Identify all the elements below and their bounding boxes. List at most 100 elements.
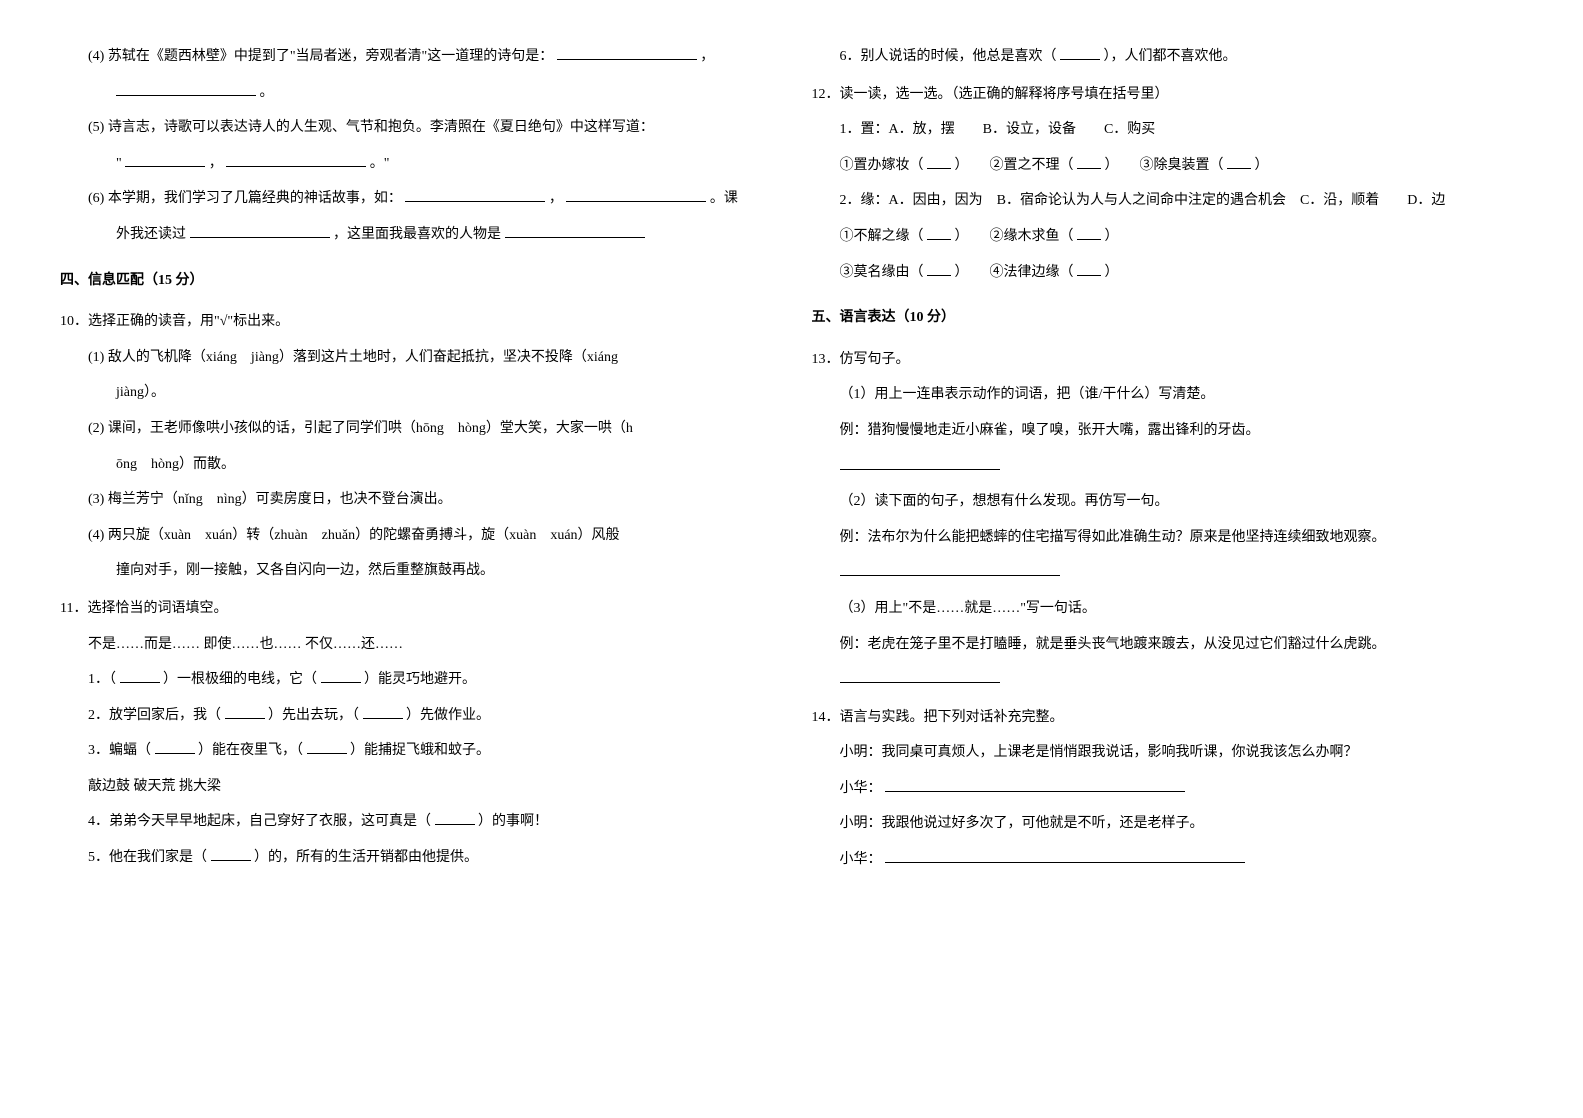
q12-2: 2．缘：A．因由，因为 B．宿命论认为人与人之间命中注定的遇合机会 C．沿，顺着… xyxy=(812,184,1524,218)
q11-5b: ）的，所有的生活开销都由他提供。 xyxy=(254,850,478,865)
blank[interactable] xyxy=(566,188,706,202)
blank[interactable] xyxy=(927,155,951,169)
blank[interactable] xyxy=(116,82,256,96)
q10-1b: jiàng）。 xyxy=(60,376,772,410)
blank[interactable] xyxy=(190,224,330,238)
q14-title: 14．语言与实践。把下列对话补充完整。 xyxy=(812,701,1524,735)
q6-end: 。课 xyxy=(710,191,738,206)
blank[interactable] xyxy=(505,224,645,238)
q10-4a: (4) 两只旋（xuàn xuán）转（zhuàn zhuǎn）的陀螺奋勇搏斗，… xyxy=(60,519,772,553)
blank[interactable] xyxy=(155,740,195,754)
q4-line1: (4) 苏轼在《题西林壁》中提到了"当局者迷，旁观者清"这一道理的诗句是： ， xyxy=(60,40,772,74)
q11-2c: ）先做作业。 xyxy=(406,708,490,723)
blank[interactable] xyxy=(1077,262,1101,276)
q12-title: 12．读一读，选一选。（选正确的解释将序号填在括号里） xyxy=(812,78,1524,112)
q14-2-label: 小华： xyxy=(840,781,882,796)
q13-2: （2）读下面的句子，想想有什么发现。再仿写一句。 xyxy=(812,485,1524,519)
q11-title: 11．选择恰当的词语填空。 xyxy=(60,592,772,626)
blank[interactable] xyxy=(840,669,1000,683)
q10-3: (3) 梅兰芳宁（nǐng nìng）可卖房度日，也决不登台演出。 xyxy=(60,483,772,517)
q4-end: ， xyxy=(700,49,714,64)
q11-3b: ）能在夜里飞，（ xyxy=(198,743,303,758)
q12-2-2a: ③莫名缘由（ xyxy=(840,265,924,280)
blank[interactable] xyxy=(1077,155,1101,169)
q10-2b: ōng hòng）而散。 xyxy=(60,448,772,482)
q11-4: 4．弟弟今天早早地起床，自己穿好了衣服，这可真是（ ）的事啊！ xyxy=(60,805,772,839)
blank[interactable] xyxy=(120,669,160,683)
q13-1: （1）用上一连串表示动作的词语，把（谁/干什么）写清楚。 xyxy=(812,378,1524,412)
q13-1-blank xyxy=(812,450,1524,484)
q13-2-ex: 例：法布尔为什么能把蟋蟀的住宅描写得如此准确生动？原来是他坚持连续细致地观察。 xyxy=(812,521,1524,555)
section-4-title: 四、信息匹配（15 分） xyxy=(60,264,772,298)
q11-3: 3．蝙蝠（ ）能在夜里飞，（ ）能捕捉飞蛾和蚊子。 xyxy=(60,734,772,768)
q5-comma: ， xyxy=(209,156,223,171)
q4-text: (4) 苏轼在《题西林壁》中提到了"当局者迷，旁观者清"这一道理的诗句是： xyxy=(88,49,553,64)
q12-2-1b: ） ②缘木求鱼（ xyxy=(955,229,1074,244)
q11-2: 2．放学回家后，我（ ）先出去玩，（ ）先做作业。 xyxy=(60,699,772,733)
blank[interactable] xyxy=(885,849,1245,863)
q5-line2: " ， 。" xyxy=(60,147,772,181)
blank[interactable] xyxy=(307,740,347,754)
q6-line1: (6) 本学期，我们学习了几篇经典的神话故事，如： ， 。课 xyxy=(60,182,772,216)
q11-1: 1．（ ）一根极细的电线，它（ ）能灵巧地避开。 xyxy=(60,663,772,697)
q4-line2-end: 。 xyxy=(260,85,274,100)
blank[interactable] xyxy=(405,188,545,202)
q13-title: 13．仿写句子。 xyxy=(812,343,1524,377)
q10-1a: (1) 敌人的飞机降（xiáng jiàng）落到这片土地时，人们奋起抵抗，坚决… xyxy=(60,341,772,375)
blank[interactable] xyxy=(1227,155,1251,169)
q13-1-ex: 例：猎狗慢慢地走近小麻雀，嗅了嗅，张开大嘴，露出锋利的牙齿。 xyxy=(812,414,1524,448)
q6-line2-b: ，这里面我最喜欢的人物是 xyxy=(333,227,501,242)
q11-1c: ）能灵巧地避开。 xyxy=(364,672,476,687)
q12-2-1c: ） xyxy=(1105,229,1119,244)
q12-1b: ） ②置之不理（ xyxy=(955,158,1074,173)
blank[interactable] xyxy=(1077,226,1101,240)
q12-1a: ①置办嫁妆（ xyxy=(840,158,924,173)
blank[interactable] xyxy=(885,778,1185,792)
blank[interactable] xyxy=(557,46,697,60)
q14-2: 小华： xyxy=(812,772,1524,806)
q11-3a: 3．蝙蝠（ xyxy=(88,743,151,758)
q11-1b: ）一根极细的电线，它（ xyxy=(163,672,317,687)
q13-3-ex: 例：老虎在笼子里不是打瞌睡，就是垂头丧气地踱来踱去，从没见过它们豁过什么虎跳。 xyxy=(812,628,1524,662)
right-column: 6．别人说话的时候，他总是喜欢（ ），人们都不喜欢他。 12．读一读，选一选。（… xyxy=(812,40,1524,879)
blank[interactable] xyxy=(225,705,265,719)
q12-1c: ） ③除臭装置（ xyxy=(1105,158,1224,173)
blank[interactable] xyxy=(435,811,475,825)
q6-text: (6) 本学期，我们学习了几篇经典的神话故事，如： xyxy=(88,191,402,206)
blank[interactable] xyxy=(1060,46,1100,60)
page-container: (4) 苏轼在《题西林壁》中提到了"当局者迷，旁观者清"这一道理的诗句是： ， … xyxy=(60,40,1523,879)
q14-3: 小明：我跟他说过好多次了，可他就是不听，还是老样子。 xyxy=(812,807,1524,841)
q12-2-2b: ） ④法律边缘（ xyxy=(955,265,1074,280)
q13-3-blank xyxy=(812,663,1524,697)
blank[interactable] xyxy=(927,262,951,276)
q14-1: 小明：我同桌可真烦人，上课老是悄悄跟我说话，影响我听课，你说我该怎么办啊？ xyxy=(812,736,1524,770)
q10-2a: (2) 课间，王老师像哄小孩似的话，引起了同学们哄（hōng hòng）堂大笑，… xyxy=(60,412,772,446)
q11-2b: ）先出去玩，（ xyxy=(268,708,359,723)
q11-5a: 5．他在我们家是（ xyxy=(88,850,207,865)
q13-2-blank xyxy=(812,556,1524,590)
q12-1-opts: ①置办嫁妆（ ） ②置之不理（ ） ③除臭装置（ ） xyxy=(812,149,1524,183)
q13-3: （3）用上"不是……就是……"写一句话。 xyxy=(812,592,1524,626)
q11-6a: 6．别人说话的时候，他总是喜欢（ xyxy=(840,49,1057,64)
section-5-title: 五、语言表达（10 分） xyxy=(812,301,1524,335)
q12-2-2c: ） xyxy=(1105,265,1119,280)
q5-line1: (5) 诗言志，诗歌可以表达诗人的人生观、气节和抱负。李清照在《夏日绝句》中这样… xyxy=(60,111,772,145)
blank[interactable] xyxy=(927,226,951,240)
blank[interactable] xyxy=(226,153,366,167)
q11-4b: ）的事啊！ xyxy=(478,814,548,829)
q11-opts: 不是……而是…… 即使……也…… 不仅……还…… xyxy=(60,628,772,662)
q5-text: (5) 诗言志，诗歌可以表达诗人的人生观、气节和抱负。李清照在《夏日绝句》中这样… xyxy=(88,120,654,135)
q6-line2: 外我还读过 ，这里面我最喜欢的人物是 xyxy=(60,218,772,252)
blank[interactable] xyxy=(125,153,205,167)
blank[interactable] xyxy=(840,456,1000,470)
q12-1d: ） xyxy=(1255,158,1269,173)
blank[interactable] xyxy=(363,705,403,719)
q14-4: 小华： xyxy=(812,843,1524,877)
blank[interactable] xyxy=(211,847,251,861)
q12-2-row1: ①不解之缘（ ） ②缘木求鱼（ ） xyxy=(812,220,1524,254)
blank[interactable] xyxy=(840,562,1060,576)
blank[interactable] xyxy=(321,669,361,683)
q5-quote-close: 。" xyxy=(370,156,390,171)
q12-1: 1．置：A．放，摆 B．设立，设备 C．购买 xyxy=(812,113,1524,147)
q6-comma: ， xyxy=(549,191,563,206)
